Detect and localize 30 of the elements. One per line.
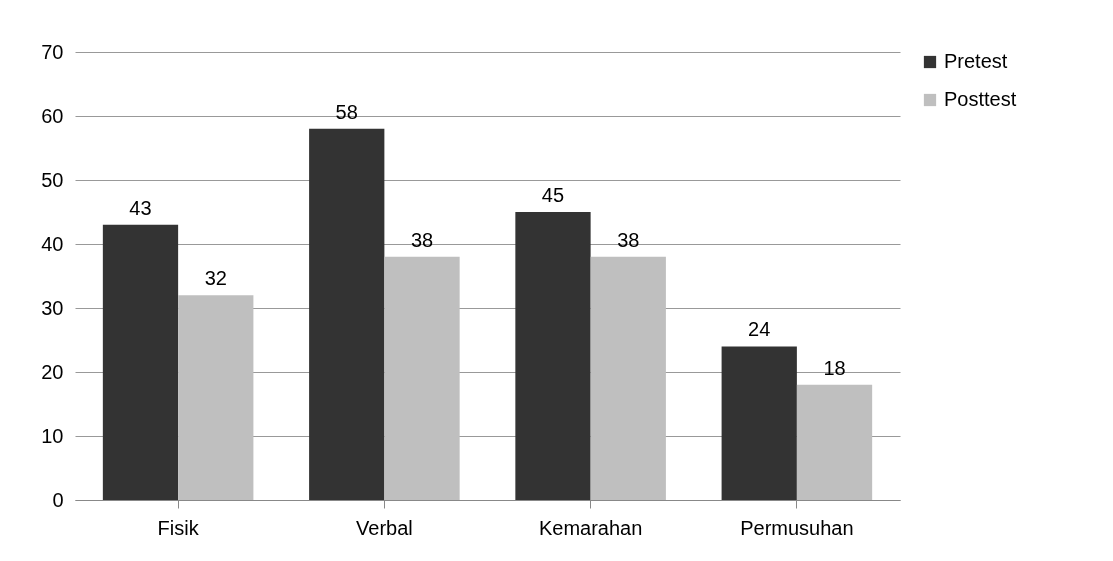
bar <box>590 256 666 500</box>
legend-label: Pretest <box>944 50 1008 72</box>
data-label: 32 <box>204 267 227 290</box>
y-tick-label: 30 <box>41 296 64 319</box>
data-label: 18 <box>823 356 846 379</box>
data-label: 38 <box>410 228 434 251</box>
bar <box>178 295 254 500</box>
x-tick-label: Permusuhan <box>740 516 854 539</box>
y-tick-label: 40 <box>41 232 64 255</box>
data-label: 38 <box>617 228 640 251</box>
data-label: 43 <box>129 196 152 219</box>
y-tick-label: 10 <box>41 424 64 447</box>
bar <box>102 224 179 500</box>
data-label: 58 <box>335 100 358 123</box>
y-tick-label: 0 <box>52 488 64 511</box>
bar <box>515 212 591 500</box>
y-tick-label: 20 <box>41 360 64 383</box>
legend-label: Posttest <box>944 88 1017 110</box>
data-label: 45 <box>541 184 565 206</box>
bar <box>309 128 385 500</box>
x-tick-label: Kemarahan <box>538 516 643 539</box>
x-tick-label: Verbal <box>356 516 413 539</box>
bar <box>721 346 797 500</box>
bar <box>796 384 873 500</box>
y-tick-label: 70 <box>41 40 64 63</box>
x-tick-label: Fisik <box>157 516 200 539</box>
bar <box>384 256 460 500</box>
data-label: 24 <box>748 318 771 341</box>
y-tick-label: 50 <box>41 168 64 191</box>
y-tick-label: 60 <box>41 104 64 127</box>
